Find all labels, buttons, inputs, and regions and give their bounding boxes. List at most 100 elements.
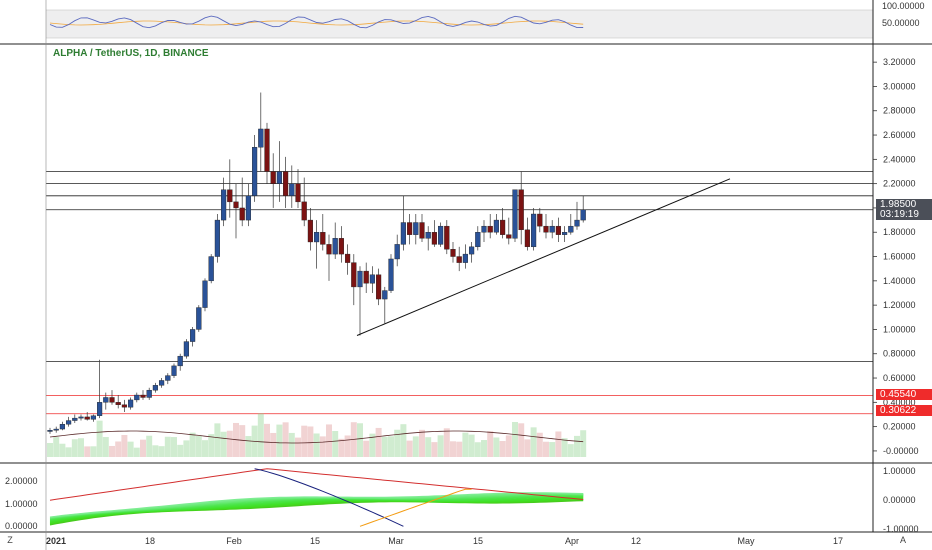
candle-body <box>208 256 214 282</box>
candle-body <box>500 219 506 235</box>
candle-body <box>382 290 388 300</box>
candle-body <box>264 128 270 172</box>
time-tick-label: 18 <box>145 536 155 546</box>
candle-body <box>258 128 264 148</box>
volume-bar <box>536 432 543 457</box>
candle-body <box>469 246 475 255</box>
volume-bar <box>84 446 91 457</box>
candle-body <box>289 183 295 196</box>
price-tick-label: 0.40000 <box>883 397 916 407</box>
candle-body <box>158 380 165 386</box>
rsi-line <box>49 15 584 29</box>
volume-bar <box>307 426 314 457</box>
candlestick-series <box>47 92 586 434</box>
candle-body <box>239 207 245 221</box>
volume-bar <box>59 443 66 457</box>
volume-bar <box>53 437 60 457</box>
osc-left-tick: 2.00000 <box>5 476 38 486</box>
candle-body <box>47 430 53 432</box>
candle-body <box>103 397 109 403</box>
volume-bar <box>133 447 140 457</box>
volume-bar <box>505 435 512 457</box>
candle-body <box>555 225 562 235</box>
candle-body <box>394 244 400 260</box>
volume-bar <box>406 440 413 457</box>
oscillator-pane <box>49 468 584 527</box>
volume-bar <box>65 447 72 457</box>
candle-body <box>537 213 543 227</box>
candle-body <box>369 274 376 284</box>
volume-bar <box>195 435 202 457</box>
volume-bar <box>425 437 432 457</box>
candle-body <box>580 209 586 221</box>
price-tick-label: 0.20000 <box>883 422 916 432</box>
volume-bar <box>121 435 128 457</box>
volume-bar <box>431 442 438 457</box>
candle-body <box>146 389 152 398</box>
candle-body <box>72 417 78 421</box>
volume-bar <box>524 439 531 457</box>
volume-bar <box>474 442 481 457</box>
volume-bar <box>369 433 376 457</box>
candle-body <box>400 222 407 245</box>
volume-bar <box>388 436 394 457</box>
candle-body <box>475 232 481 248</box>
candle-body <box>543 225 549 233</box>
volume-bar <box>381 436 388 457</box>
candle-body <box>220 189 227 221</box>
volume-bar <box>270 432 277 457</box>
candle-body <box>413 222 419 235</box>
candle-body <box>531 213 537 248</box>
osc-right-tick: 0.00000 <box>883 495 916 505</box>
volume-bar <box>344 435 351 457</box>
volume-bar <box>152 445 159 457</box>
zoom-button[interactable]: Z <box>7 535 13 545</box>
candle-body <box>78 416 84 419</box>
candle-body <box>134 394 140 401</box>
candle-body <box>90 415 97 420</box>
candle-body <box>388 258 394 291</box>
candle-body <box>65 420 72 425</box>
candle-body <box>251 146 258 196</box>
rsi-tick-label: 50.00000 <box>882 18 920 28</box>
oscillator-ribbon <box>49 492 584 518</box>
candle-body <box>295 183 301 203</box>
volume-bar <box>574 435 580 457</box>
volume-ma-line <box>49 430 584 444</box>
candle-body <box>338 238 345 255</box>
volume-bar <box>357 423 363 457</box>
volume-bar <box>295 437 301 457</box>
candle-body <box>506 234 512 239</box>
volume-bar <box>177 444 184 457</box>
time-tick-label: Apr <box>565 536 579 546</box>
volume-bar <box>363 440 370 457</box>
candle-body <box>493 219 500 233</box>
price-tick-label: 2.60000 <box>883 130 916 140</box>
volume-bar <box>530 427 537 457</box>
candle-body <box>140 394 146 398</box>
candle-body <box>419 222 425 239</box>
candle-body <box>189 329 196 342</box>
candle-body <box>59 423 66 430</box>
candle-body <box>568 225 574 233</box>
volume-bar <box>288 432 295 457</box>
candle-body <box>171 365 177 376</box>
rsi-band <box>46 10 873 38</box>
candle-body <box>562 232 568 235</box>
auto-scale-button[interactable]: A <box>899 535 906 545</box>
price-tick-label: 3.20000 <box>883 57 916 67</box>
candle-body <box>53 428 59 431</box>
price-tick-label: 1.00000 <box>883 324 916 334</box>
candle-body <box>549 225 555 233</box>
candle-body <box>574 219 580 227</box>
trendline[interactable] <box>356 178 731 336</box>
candle-body <box>84 416 90 420</box>
candle-body <box>283 171 289 196</box>
osc-left-tick: 1.00000 <box>5 499 38 509</box>
time-tick-label: Feb <box>226 536 242 546</box>
volume-bar <box>394 429 401 457</box>
volume-bar <box>326 424 332 457</box>
volume-bar <box>183 440 190 457</box>
